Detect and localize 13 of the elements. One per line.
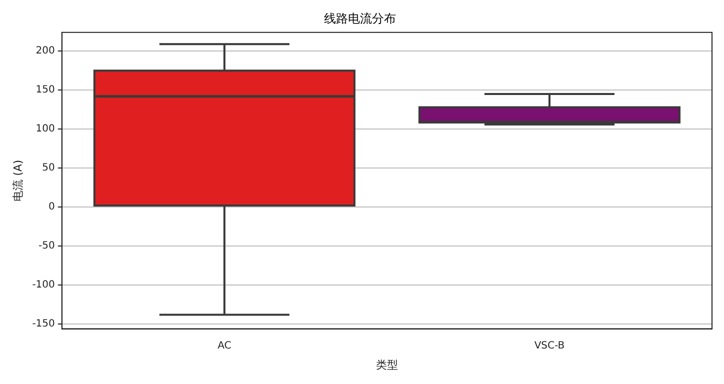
chart-title: 线路电流分布 xyxy=(324,11,396,26)
y-tick-label: 50 xyxy=(42,162,55,174)
y-tick-label: -100 xyxy=(32,280,55,291)
x-tick-label: VSC-B xyxy=(534,340,565,352)
y-tick-label: -150 xyxy=(32,318,55,330)
y-tick-label: 200 xyxy=(36,46,55,57)
y-tick-label: -50 xyxy=(38,240,55,252)
y-tick-label: 0 xyxy=(48,202,55,213)
y-axis-title: 电流 (A) xyxy=(11,160,24,202)
y-tick-label: 100 xyxy=(36,124,55,135)
y-tick-label: 150 xyxy=(36,84,55,96)
x-axis-title: 类型 xyxy=(376,358,398,372)
x-tick-label: AC xyxy=(218,340,232,352)
